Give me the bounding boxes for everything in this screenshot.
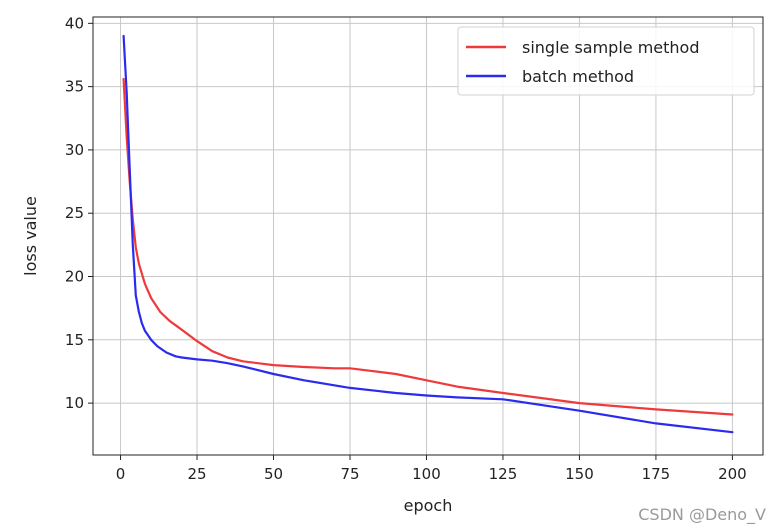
y-tick-label: 40 [65,14,84,32]
x-tick-label: 150 [565,465,594,483]
x-tick-label: 200 [718,465,747,483]
y-tick-label: 10 [65,394,84,412]
legend-label-single-sample: single sample method [522,38,700,57]
y-tick-label: 30 [65,141,84,159]
watermark: CSDN @Deno_V [638,505,766,524]
x-tick-label: 100 [412,465,441,483]
series-line-batch [122,34,734,434]
x-tick-label: 125 [489,465,518,483]
series-lines [122,34,734,434]
series-line-single-sample [122,77,734,416]
x-tick-label: 0 [116,465,126,483]
x-tick-label: 50 [264,465,283,483]
axis-ticks: 0 25 50 75 100 125 150 175 200 10 15 20 25 30 35 40 [65,14,747,483]
y-tick-label: 35 [65,78,84,96]
plot-frame [92,16,764,456]
legend-box [457,26,755,96]
y-axis-label: loss value [21,196,40,276]
y-tick-label: 20 [65,268,84,286]
y-tick-label: 15 [65,331,84,349]
legend-label-batch: batch method [522,67,634,86]
legend: single sample method batch method [457,26,755,96]
y-tick-label: 25 [65,204,84,222]
x-tick-label: 75 [340,465,359,483]
x-tick-label: 25 [187,465,206,483]
x-tick-label: 175 [642,465,671,483]
x-axis-label: epoch [404,496,453,515]
